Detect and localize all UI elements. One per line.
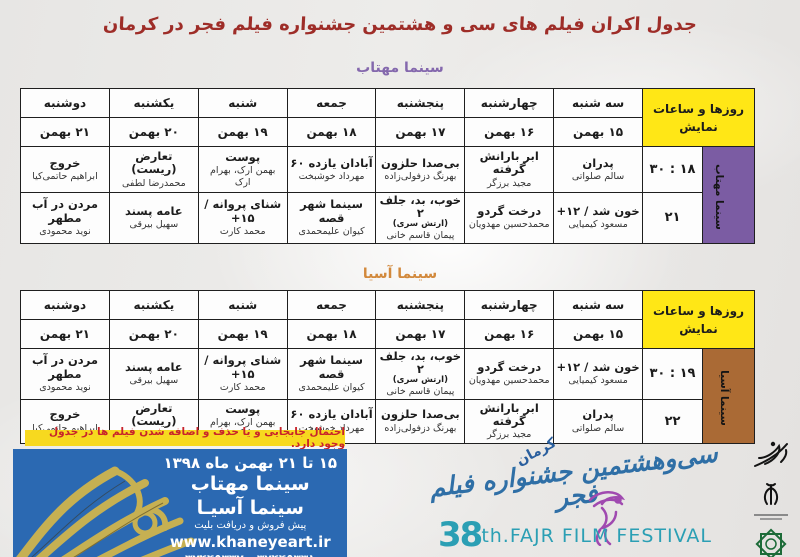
film-cell: تعارض (ریست)محمدرضا لطفی — [108, 146, 199, 193]
day-name-header: سه شنبه — [553, 290, 643, 320]
film-cell: مردن در آب مطهر نوید محمودی — [20, 348, 110, 400]
day-date-header: ۱۶ بهمن — [464, 117, 555, 147]
showtime-cell: ۲۲ — [642, 398, 703, 444]
day-date-header: ۱۷ بهمن — [375, 319, 466, 349]
film-cell: خوب، بد، جلف ۲ (ارتش سری) پیمان قاسم خانی — [375, 348, 466, 400]
film-cell: مردن در آب مطهر نوید محمودی — [20, 192, 110, 244]
film-cell: شنای پروانه / ۱۵+ محمد کارت — [197, 348, 288, 400]
day-date-header: ۲۱ بهمن — [20, 117, 110, 147]
showtime-row: سینما مهتاب ۱۸ : ۳۰ پدران سالم صلواتی ابر… — [20, 146, 755, 244]
fajr-festival-logo: کرمان سی‌وهشتمین جشنواره فیلم فجر 38th.F… — [402, 435, 748, 557]
day-name-header: چهارشنبه — [464, 290, 555, 320]
film-cell: سینما شهر قصه کیوان علیمحمدی — [286, 192, 377, 244]
festival-number: 38 — [437, 515, 483, 555]
festival-calligraphy: سی‌وهشتمین جشنواره فیلم فجر — [427, 438, 720, 513]
day-name-header: شنبه — [197, 290, 288, 320]
day-date-header: ۲۱ بهمن — [20, 319, 110, 349]
cinema-strip-label: سینما مهتاب — [702, 146, 755, 244]
film-cell: بی‌صدا حلزون بهرنگ دزفولی‌زاده — [375, 398, 466, 444]
day-date-header: ۱۷ بهمن — [375, 117, 466, 147]
film-cell: درخت گردو محمدحسین مهدویان — [464, 348, 555, 400]
day-date-header: ۲۰ بهمن — [108, 319, 199, 349]
day-date-header: ۱۸ بهمن — [286, 319, 377, 349]
day-name-row: روزها و ساعات نمایش سه شنبه چهارشنبه پنج… — [20, 88, 755, 147]
film-cell: خروج ابراهیم حاتمی‌کیا — [20, 146, 110, 193]
ticket-phone: ۳۲۴۴۵۳۳۲ - ۳۲۴۴۵۳۳۱ — [164, 552, 338, 557]
logo-caption — [754, 514, 788, 516]
film-cell: عامه پسند سهیل بیرقی — [108, 348, 199, 400]
day-name-header: جمعه — [286, 88, 377, 118]
film-cell: پدران سالم صلواتی — [553, 398, 643, 444]
section-title-asia: سینما آسیا — [362, 266, 438, 282]
cinema-asia-name: سینما آسیـا — [196, 496, 304, 519]
cinema-mahtab-name: سینما مهتاب — [190, 472, 310, 495]
days-hours-header: روزها و ساعات نمایش — [642, 88, 755, 147]
film-cell: ابر بارانش گرفته مجید برزگر — [464, 398, 555, 444]
film-cell: عامه پسند سهیل بیرقی — [108, 192, 199, 244]
day-date-header: ۱۸ بهمن — [286, 117, 377, 147]
ticket-info-box: ۱۵ تا ۲۱ بهمن ماه ۱۳۹۸ سینما مهتاب سینما… — [13, 449, 347, 557]
day-name-header: یکشنبه — [108, 290, 199, 320]
logo-caption — [760, 518, 782, 520]
day-date-header: ۲۰ بهمن — [108, 117, 199, 147]
page-title: جدول اکران فیلم های سی و هشتمین جشنواره … — [102, 14, 698, 35]
film-cell: خون شد / ۱۲+ مسعود کیمیایی — [553, 192, 643, 244]
showtime-row: ۲۱ خون شد / ۱۲+ مسعود کیمیایی درخت گردو مح… — [20, 192, 755, 244]
ticket-text-block: ۱۵ تا ۲۱ بهمن ماه ۱۳۹۸ سینما مهتاب سینما… — [164, 454, 338, 557]
asia-schedule-table: روزها و ساعات نمایش سه شنبه چهارشنبه پنج… — [20, 290, 755, 444]
presale-label: پیش فروش و دریافت بلیت — [194, 520, 307, 532]
mahtab-schedule-table: روزها و ساعات نمایش سه شنبه چهارشنبه پنج… — [20, 88, 755, 244]
day-name-header: یکشنبه — [108, 88, 199, 118]
film-cell: شنای پروانه / ۱۵+ محمد کارت — [197, 192, 288, 244]
day-name-header: جمعه — [286, 290, 377, 320]
iran-emblem-logo — [754, 482, 788, 520]
municipality-logo — [755, 527, 787, 557]
day-name-header: دوشنبه — [20, 290, 110, 320]
day-name-header: سه شنبه — [553, 88, 643, 118]
day-name-header: دوشنبه — [20, 88, 110, 118]
film-cell: بی‌صدا حلزون بهرنگ دزفولی‌زاده — [375, 146, 466, 193]
film-cell: سینما شهر قصه کیوان علیمحمدی — [286, 348, 377, 400]
day-name-header: پنجشنبه — [375, 88, 466, 118]
showtime-cell: ۱۸ : ۳۰ — [642, 146, 703, 193]
showtime-cell: ۱۹ : ۳۰ — [642, 348, 703, 400]
day-date-header: ۱۹ بهمن — [197, 117, 288, 147]
showtime-cell: ۲۱ — [642, 192, 703, 244]
day-date-header: ۱۹ بهمن — [197, 319, 288, 349]
film-cell: خوب، بد، جلف ۲ (ارتش سری) پیمان قاسم خانی — [375, 192, 466, 244]
ticket-website: www.khaneyeart.ir — [169, 532, 331, 551]
film-cell: ابر بارانش گرفته مجید برزگر — [464, 146, 555, 193]
day-name-row: روزها و ساعات نمایش سه شنبه چهارشنبه پنج… — [20, 290, 755, 349]
film-cell: آبادان یازده ۶۰ مهرداد خوشبخت — [286, 146, 377, 193]
day-date-header: ۱۵ بهمن — [553, 319, 643, 349]
film-cell: درخت گردو محمدحسین مهدویان — [464, 192, 555, 244]
day-date-header: ۱۶ بهمن — [464, 319, 555, 349]
film-cell: پدران سالم صلواتی — [553, 146, 643, 193]
simorgh-bird-icon — [588, 491, 626, 546]
festival-latin-title: 38th.FAJR FILM FESTIVAL — [437, 515, 712, 555]
day-date-header: ۱۵ بهمن — [553, 117, 643, 147]
day-name-header: چهارشنبه — [464, 88, 555, 118]
signature-logo — [751, 438, 791, 474]
days-hours-header: روزها و ساعات نمایش — [642, 290, 755, 349]
festival-dates: ۱۵ تا ۲۱ بهمن ماه ۱۳۹۸ — [163, 454, 338, 472]
showtime-row: سینما آسیا ۱۹ : ۳۰ خون شد / ۱۲+ مسعود کیم… — [20, 348, 755, 444]
sponsor-logos — [748, 438, 794, 557]
cinema-strip-label: سینما آسیا — [702, 348, 755, 444]
day-date-row: ۱۵ بهمن ۱۶ بهمن ۱۷ بهمن ۱۸ بهمن ۱۹ بهمن … — [20, 319, 755, 349]
film-cell: خون شد / ۱۲+ مسعود کیمیایی — [553, 348, 643, 400]
day-name-header: شنبه — [197, 88, 288, 118]
schedule-change-warning: احتمال جابجایی و یا حذف و اضافه شدن فیلم… — [25, 426, 345, 450]
day-name-header: پنجشنبه — [375, 290, 466, 320]
day-date-row: ۱۵ بهمن ۱۶ بهمن ۱۷ بهمن ۱۸ بهمن ۱۹ بهمن … — [20, 117, 755, 147]
section-title-mahtab: سینما مهتاب — [356, 60, 444, 76]
